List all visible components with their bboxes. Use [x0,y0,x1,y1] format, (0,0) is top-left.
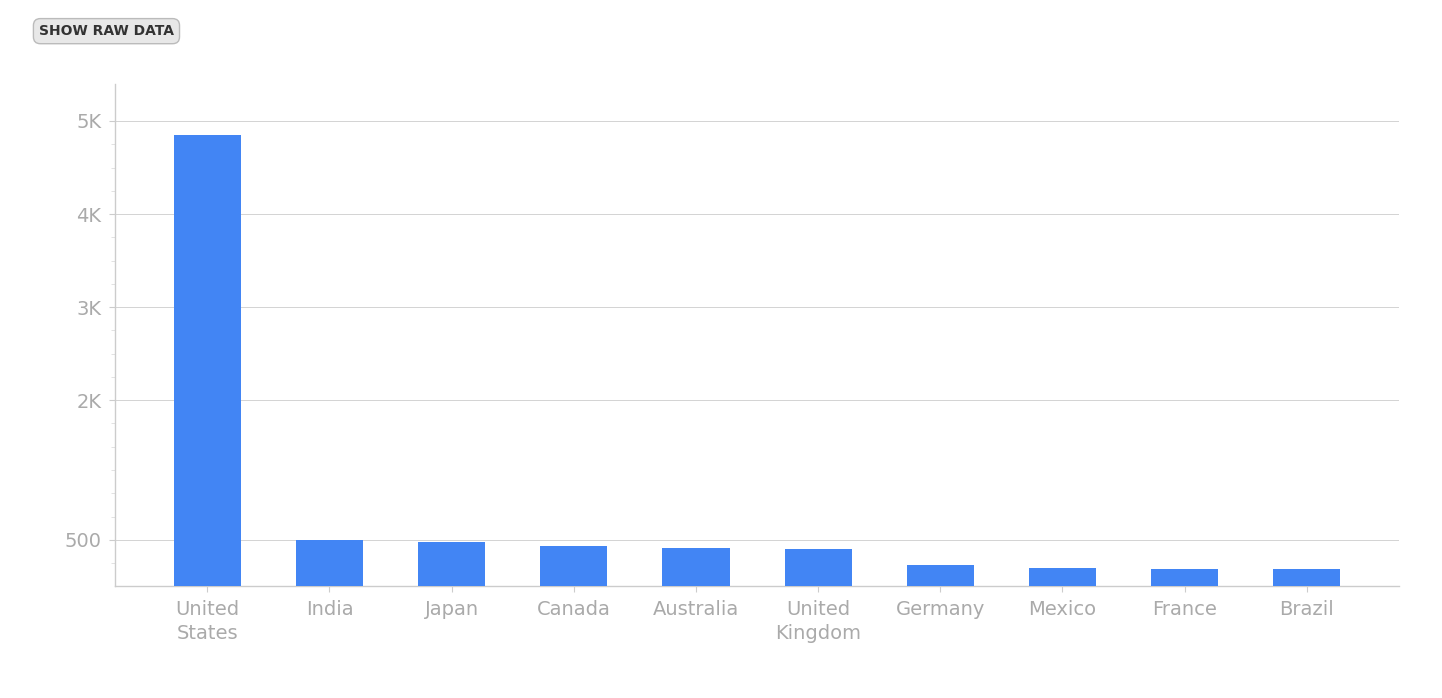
Bar [907,565,973,586]
Bar [1151,569,1218,586]
Bar [1273,569,1341,586]
Bar [418,542,485,586]
Bar [662,548,730,586]
Bar [173,135,241,586]
Bar [784,549,852,586]
Bar [296,540,363,586]
Text: SHOW RAW DATA: SHOW RAW DATA [39,24,174,38]
Bar [541,547,607,586]
Bar [1030,567,1096,586]
